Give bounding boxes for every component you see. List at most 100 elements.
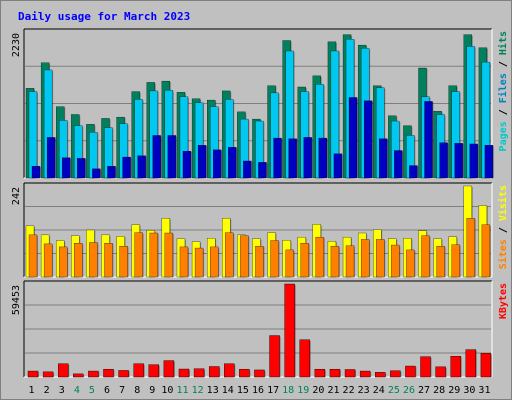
- bar-pages: [46, 137, 56, 179]
- bar-kbytes: [314, 368, 326, 378]
- day-label: 22: [343, 385, 355, 396]
- bar-sites: [376, 239, 385, 278]
- bar-kbytes: [435, 366, 446, 378]
- legend-label: /: [498, 55, 509, 73]
- bar-kbytes: [178, 368, 190, 378]
- bar-sites: [391, 244, 400, 278]
- bar-sites: [59, 246, 68, 278]
- day-label: 24: [373, 385, 385, 396]
- bar-kbytes: [88, 370, 99, 378]
- bar-pages: [348, 97, 358, 179]
- legend-label: KBytes: [498, 283, 509, 319]
- bar-sites: [285, 249, 294, 278]
- bar-kbytes: [420, 356, 431, 378]
- bar-pages: [318, 137, 327, 179]
- day-label: 25: [388, 385, 400, 396]
- series-legend: Sites / Visits: [497, 185, 509, 269]
- bar-pages: [363, 100, 373, 179]
- panel-hits: 2230 Pages / Files / Hits: [11, 28, 509, 179]
- bar-pages: [454, 143, 463, 179]
- day-label: 18: [282, 385, 294, 396]
- bar-kbytes: [254, 369, 265, 378]
- bar-pages: [122, 156, 131, 179]
- bar-pages: [288, 138, 297, 179]
- legend-label: Sites: [497, 239, 509, 269]
- bar-kbytes: [193, 368, 205, 378]
- bar-kbytes: [239, 368, 250, 378]
- series-legend: KBytes: [498, 283, 509, 319]
- bar-pages: [228, 147, 237, 179]
- bar-pages: [167, 135, 177, 179]
- bar-pages: [243, 160, 252, 179]
- bar-sites: [255, 246, 264, 278]
- bar-sites: [194, 247, 204, 278]
- bar-pages: [379, 138, 388, 179]
- bar-kbytes: [73, 373, 84, 378]
- bar-kbytes: [284, 283, 295, 378]
- bar-pages: [424, 101, 433, 179]
- bar-sites: [330, 246, 340, 278]
- day-label: 9: [149, 385, 155, 396]
- bar-sites: [406, 249, 415, 278]
- bar-sites: [360, 239, 370, 278]
- day-label: 15: [237, 385, 249, 396]
- bar-kbytes: [269, 335, 280, 378]
- legend-label: Hits: [497, 31, 509, 55]
- day-label: 1: [29, 385, 35, 396]
- bar-sites: [89, 242, 98, 278]
- bar-kbytes: [42, 371, 54, 378]
- bar-kbytes: [57, 363, 69, 378]
- bar-kbytes: [148, 364, 159, 378]
- day-label: 10: [161, 385, 173, 396]
- bar-sites: [179, 246, 189, 278]
- bar-pages: [213, 149, 222, 179]
- day-label: 7: [119, 385, 125, 396]
- bar-sites: [134, 232, 143, 278]
- bar-pages: [303, 137, 312, 179]
- bar-sites: [210, 246, 219, 278]
- bars: [27, 283, 492, 378]
- bar-pages: [273, 137, 282, 179]
- bar-pages: [107, 166, 116, 179]
- panel-kbytes: 59453 KBytes: [11, 280, 509, 378]
- bar-sites: [74, 243, 83, 278]
- bar-sites: [225, 232, 234, 278]
- bar-sites: [270, 240, 279, 278]
- bar-kbytes: [344, 369, 356, 378]
- legend-label: Files: [497, 73, 509, 103]
- bar-sites: [164, 232, 174, 278]
- panel-visits: 242 Sites / Visits: [11, 182, 509, 278]
- day-label: 30: [463, 385, 475, 396]
- day-label: 23: [358, 385, 370, 396]
- bar-kbytes: [27, 370, 39, 378]
- x-axis-day-labels: 1 2 3 4 5 6 7 8 9 10 11 12 13 14 15 16 17 18 19 20 21 22 23 24 2…: [29, 385, 491, 396]
- bar-pages: [394, 150, 403, 179]
- day-label: 8: [134, 385, 140, 396]
- day-label: 26: [403, 385, 415, 396]
- bar-pages: [333, 153, 343, 179]
- legend-label: /: [498, 221, 509, 239]
- bar-pages: [439, 142, 448, 179]
- day-label: 2: [44, 385, 50, 396]
- bars: [25, 185, 491, 278]
- bar-sites: [104, 243, 113, 278]
- bar-sites: [436, 246, 445, 278]
- bar-kbytes: [118, 370, 129, 378]
- bar-kbytes: [405, 365, 416, 378]
- bar-pages: [31, 166, 41, 179]
- bar-sites: [466, 218, 475, 278]
- chart-panels: 2230 Pages / Files / Hits 242 Sites / Visit…: [11, 28, 509, 378]
- bar-kbytes: [329, 368, 341, 378]
- legend-label: Pages: [498, 121, 509, 151]
- day-label: 6: [104, 385, 110, 396]
- day-label: 4: [74, 385, 80, 396]
- legend-label: Visits: [497, 185, 509, 221]
- day-label: 11: [176, 385, 188, 396]
- day-label: 28: [433, 385, 445, 396]
- y-max-label: 2230: [11, 33, 22, 57]
- bar-files: [28, 91, 38, 179]
- bar-kbytes: [390, 370, 401, 378]
- day-label: 21: [327, 385, 339, 396]
- bar-kbytes: [465, 349, 477, 378]
